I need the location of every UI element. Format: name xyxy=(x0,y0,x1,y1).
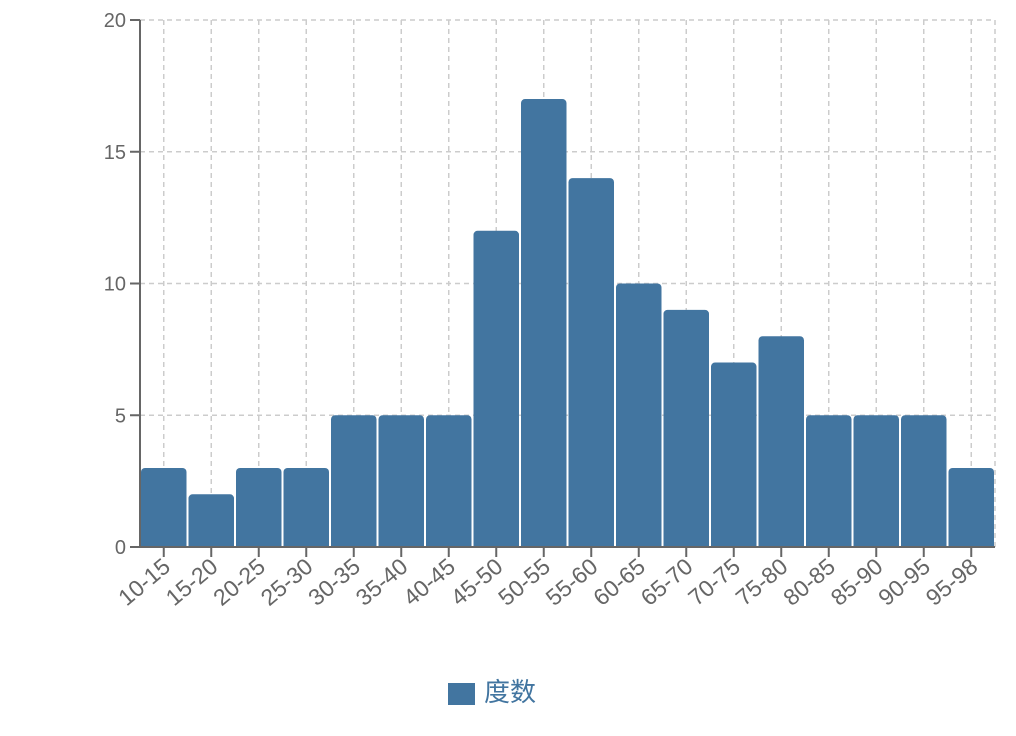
x-tick-label: 35-40 xyxy=(351,553,413,611)
bar-base xyxy=(568,541,614,547)
bar-base xyxy=(331,541,377,547)
x-tick-label: 20-25 xyxy=(208,553,270,611)
x-tick-label: 85-90 xyxy=(826,553,888,611)
x-tick-label: 80-85 xyxy=(778,553,840,611)
x-tick-label: 60-65 xyxy=(588,553,650,611)
bar xyxy=(236,467,282,547)
bar-base xyxy=(236,541,282,547)
bar xyxy=(663,309,709,547)
y-tick-label: 10 xyxy=(104,274,126,296)
bar xyxy=(283,467,329,547)
bar-base xyxy=(141,541,187,547)
x-tick-label: 15-20 xyxy=(161,553,223,611)
bar-base xyxy=(473,541,519,547)
bar-base xyxy=(806,541,852,547)
bar-base xyxy=(853,541,899,547)
bars xyxy=(141,99,994,548)
bar-base xyxy=(283,541,329,547)
bar-base xyxy=(758,541,804,547)
bar xyxy=(568,178,614,547)
bar xyxy=(853,415,899,547)
bar-base xyxy=(663,541,709,547)
x-tick-label: 75-80 xyxy=(731,553,793,611)
bar xyxy=(141,467,187,547)
x-tick-label: 90-95 xyxy=(873,553,935,611)
y-tick-label: 5 xyxy=(115,405,126,427)
x-tick-label: 45-50 xyxy=(446,553,508,611)
x-tick-label: 25-30 xyxy=(256,553,318,611)
bar xyxy=(616,283,662,547)
bar xyxy=(711,362,757,547)
x-tick-label: 70-75 xyxy=(683,553,745,611)
x-tick-label: 10-15 xyxy=(113,553,175,611)
legend-label: 度数 xyxy=(484,678,536,708)
bar-base xyxy=(616,541,662,547)
bar xyxy=(426,415,472,547)
y-tick-label: 0 xyxy=(115,537,126,559)
x-tick-label: 55-60 xyxy=(541,553,603,611)
bar xyxy=(521,99,567,548)
y-tick-label: 15 xyxy=(104,142,126,164)
x-tick-label: 40-45 xyxy=(398,553,460,611)
x-tick-label: 65-70 xyxy=(636,553,698,611)
bar-base xyxy=(521,541,567,547)
bar xyxy=(378,415,424,547)
bar xyxy=(331,415,377,547)
bar-base xyxy=(378,541,424,547)
y-tick-label: 20 xyxy=(104,10,126,32)
legend-swatch xyxy=(448,683,475,705)
bar-base xyxy=(901,541,947,547)
bar-base xyxy=(188,541,234,547)
bar-base xyxy=(948,541,994,547)
bar xyxy=(188,494,234,547)
bar xyxy=(948,467,994,547)
bar xyxy=(758,336,804,547)
bar xyxy=(806,415,852,547)
x-tick-label: 50-55 xyxy=(493,553,555,611)
bar xyxy=(473,230,519,548)
x-tick-label: 95-98 xyxy=(921,553,983,611)
legend: 度数 xyxy=(448,678,536,708)
bar-base xyxy=(426,541,472,547)
x-tick-label: 30-35 xyxy=(303,553,365,611)
bar-base xyxy=(711,541,757,547)
bar xyxy=(901,415,947,547)
